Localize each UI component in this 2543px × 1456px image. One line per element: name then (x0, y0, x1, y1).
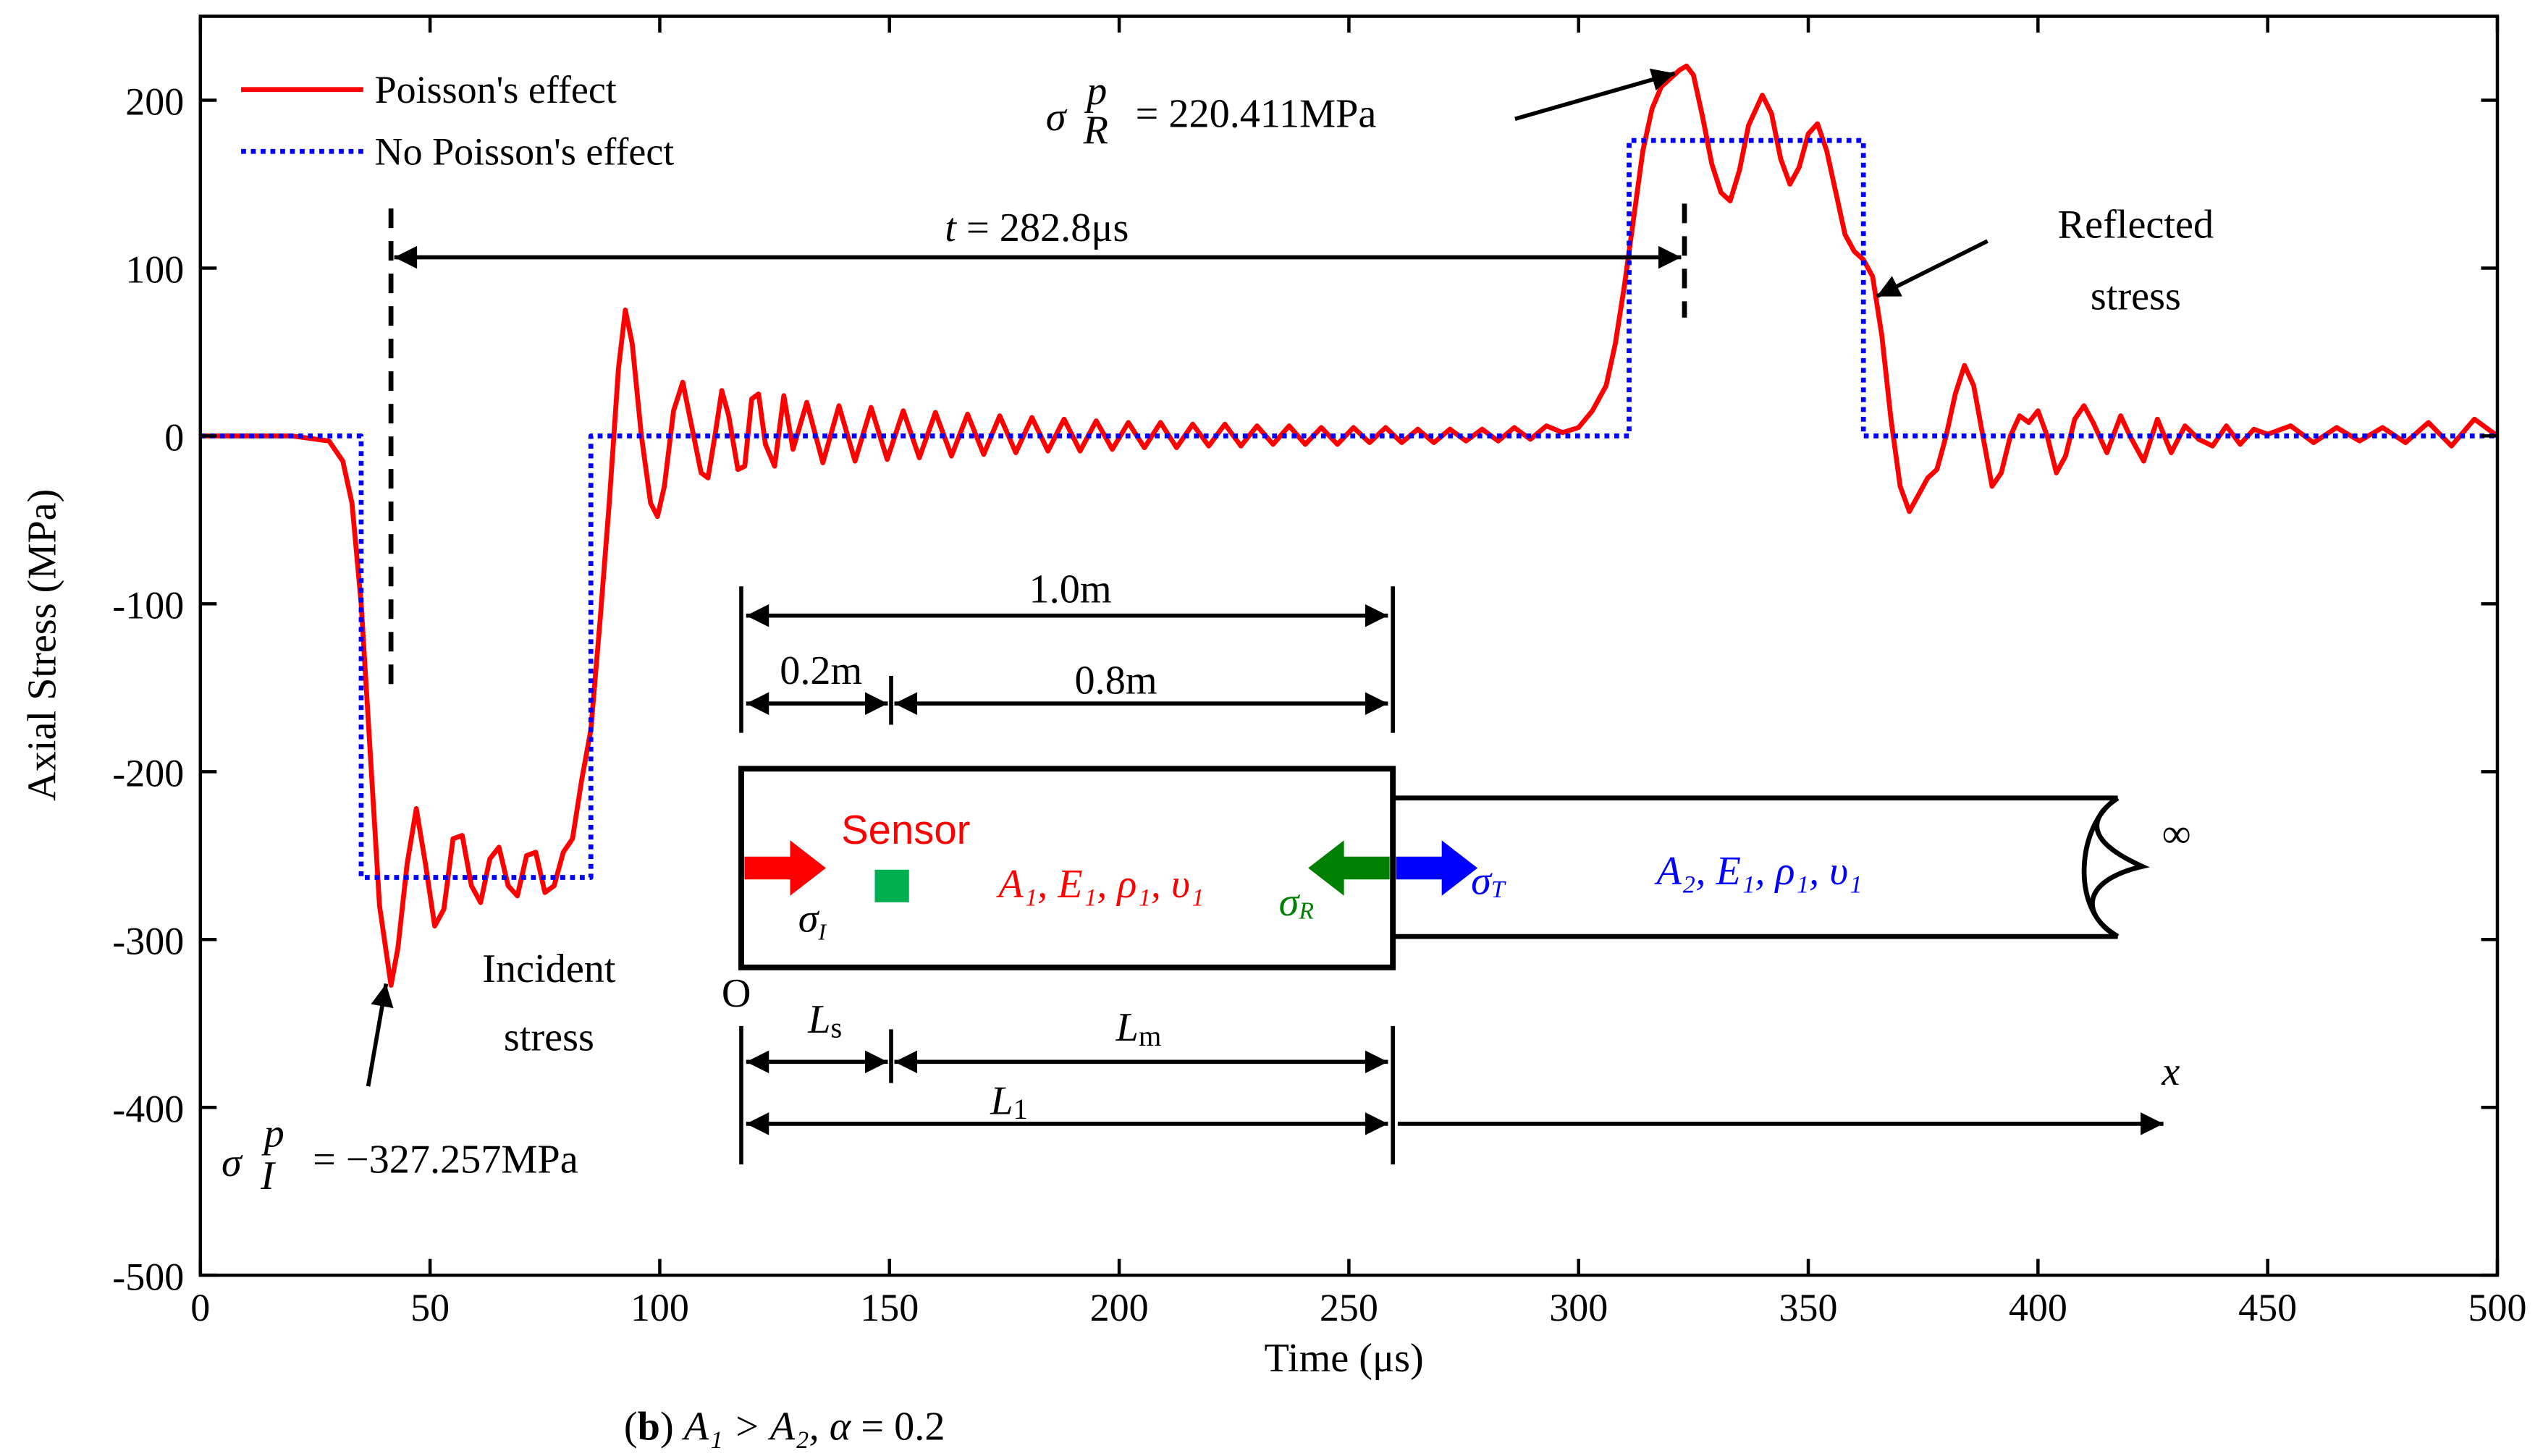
transmitted-wave-arrow (1396, 840, 1478, 896)
caption-part: ) (660, 1404, 684, 1449)
x-tick-label: 400 (2009, 1286, 2067, 1329)
y-tick-label: -500 (112, 1255, 184, 1298)
legend-label: No Poisson's effect (375, 130, 675, 173)
x-tick-label: 100 (631, 1286, 689, 1329)
dimension-label: 0.8m (1075, 659, 1157, 703)
schematic: 1.0m 0.2m 0.8m Sensor A₁, E₁, ρ₁, υ₁ A₂,… (722, 567, 2191, 1165)
y-tick-label: 100 (125, 248, 184, 292)
reflected-arrow (1876, 239, 1989, 299)
symbol: L (1116, 1005, 1139, 1050)
annotations: t = 282.8μs σ R p = 220.411MPa σ I p = −… (222, 68, 2214, 1449)
trough-arrow (366, 983, 394, 1087)
incident-wave-arrow (744, 840, 826, 896)
y-tick-label: 0 (164, 416, 184, 460)
dimension-label: 1.0m (1029, 567, 1112, 612)
caption-part: ( (624, 1404, 638, 1449)
x-tick-label: 50 (410, 1286, 450, 1329)
interval-t: t (945, 206, 957, 250)
y-tick-label: -100 (112, 584, 184, 627)
x-tick-label: 350 (1779, 1286, 1838, 1329)
dimension-ticks (739, 586, 1395, 1165)
sigma-r: σR (1279, 880, 1315, 925)
symbol: L (807, 997, 830, 1042)
peak-symbol: σ (1046, 95, 1068, 140)
bar-2 (1393, 795, 2118, 939)
sigma-t: σT (1471, 859, 1506, 904)
subscript: R (1298, 897, 1314, 924)
sensor-label: Sensor (841, 807, 970, 852)
dimension-label: 0.2m (780, 648, 862, 693)
bar-end (2081, 795, 2150, 939)
x-tick-label: 500 (2468, 1286, 2526, 1329)
y-axis-label: Axial Stress (MPa) (20, 489, 65, 801)
plot-area: 0 50 100 150 200 250 300 350 400 450 500 -500 -400 -3… (112, 14, 2526, 1329)
l1-label: L1 (990, 1078, 1028, 1125)
x-symbol: x (2161, 1049, 2180, 1094)
ls-label: Ls (807, 997, 842, 1044)
symbol: L (990, 1078, 1013, 1123)
caption-part: b (638, 1404, 660, 1449)
bar-2-properties: A₂, E₁, ρ₁, υ₁ (1653, 849, 1862, 894)
sigma: σ (1471, 859, 1493, 904)
bar-1 (738, 766, 1396, 970)
lm-label: Lm (1116, 1005, 1162, 1052)
subscript: T (1491, 876, 1506, 903)
caption-part: α (830, 1404, 852, 1449)
reflected-wave-arrow (1308, 840, 1390, 896)
caption: (b) A₁ > A₂, α = 0.2 (624, 1404, 945, 1449)
trough-sub: I (260, 1154, 276, 1198)
peak-arrow (1514, 68, 1676, 121)
trough-symbol: σ (222, 1140, 243, 1185)
reflected-label: stress (2091, 274, 2181, 319)
interval-label: t = 282.8μs (945, 206, 1129, 250)
peak-text: = 220.411MPa (1136, 92, 1377, 137)
series-line (200, 137, 2497, 880)
caption-part: A₁ > A₂, (681, 1404, 830, 1449)
interval-text: = 282.8μs (956, 206, 1129, 250)
bar-1-properties: A₁, E₁, ρ₁, υ₁ (995, 862, 1204, 907)
y-tick-label: 200 (125, 80, 184, 124)
origin: O (722, 971, 751, 1016)
sensor (874, 869, 909, 902)
peak-sup: p (1084, 69, 1107, 114)
legend-label: Poisson's effect (375, 68, 617, 111)
x-axis-label: Time (μs) (1264, 1336, 1423, 1381)
reflected-label: Reflected (2058, 203, 2214, 247)
subscript: s (831, 1012, 843, 1044)
x-tick-label: 200 (1090, 1286, 1149, 1329)
trough-sup: p (261, 1111, 284, 1156)
sigma-i: σI (798, 896, 827, 944)
series-line (200, 63, 2499, 988)
x-tick-label: 150 (860, 1286, 919, 1329)
x-tick-label: 450 (2238, 1286, 2297, 1329)
x-tick-label: 250 (1320, 1286, 1378, 1329)
y-tick-label: -300 (112, 920, 184, 963)
caption-part: = 0.2 (851, 1404, 945, 1449)
x-tick-label: 0 (190, 1286, 210, 1329)
subscript: 1 (1013, 1093, 1028, 1125)
y-tick-label: -400 (112, 1087, 184, 1130)
subscript: I (817, 920, 827, 945)
sigma: σ (798, 896, 820, 941)
x-tick-label: 300 (1549, 1286, 1608, 1329)
infinity: ∞ (2162, 811, 2191, 856)
trough-text: = −327.257MPa (313, 1137, 578, 1182)
peak-sub: R (1083, 108, 1108, 153)
incident-label: stress (504, 1015, 594, 1060)
subscript: m (1139, 1020, 1162, 1052)
incident-label: Incident (482, 947, 616, 991)
y-tick-label: -200 (112, 752, 184, 795)
sigma: σ (1279, 880, 1301, 925)
